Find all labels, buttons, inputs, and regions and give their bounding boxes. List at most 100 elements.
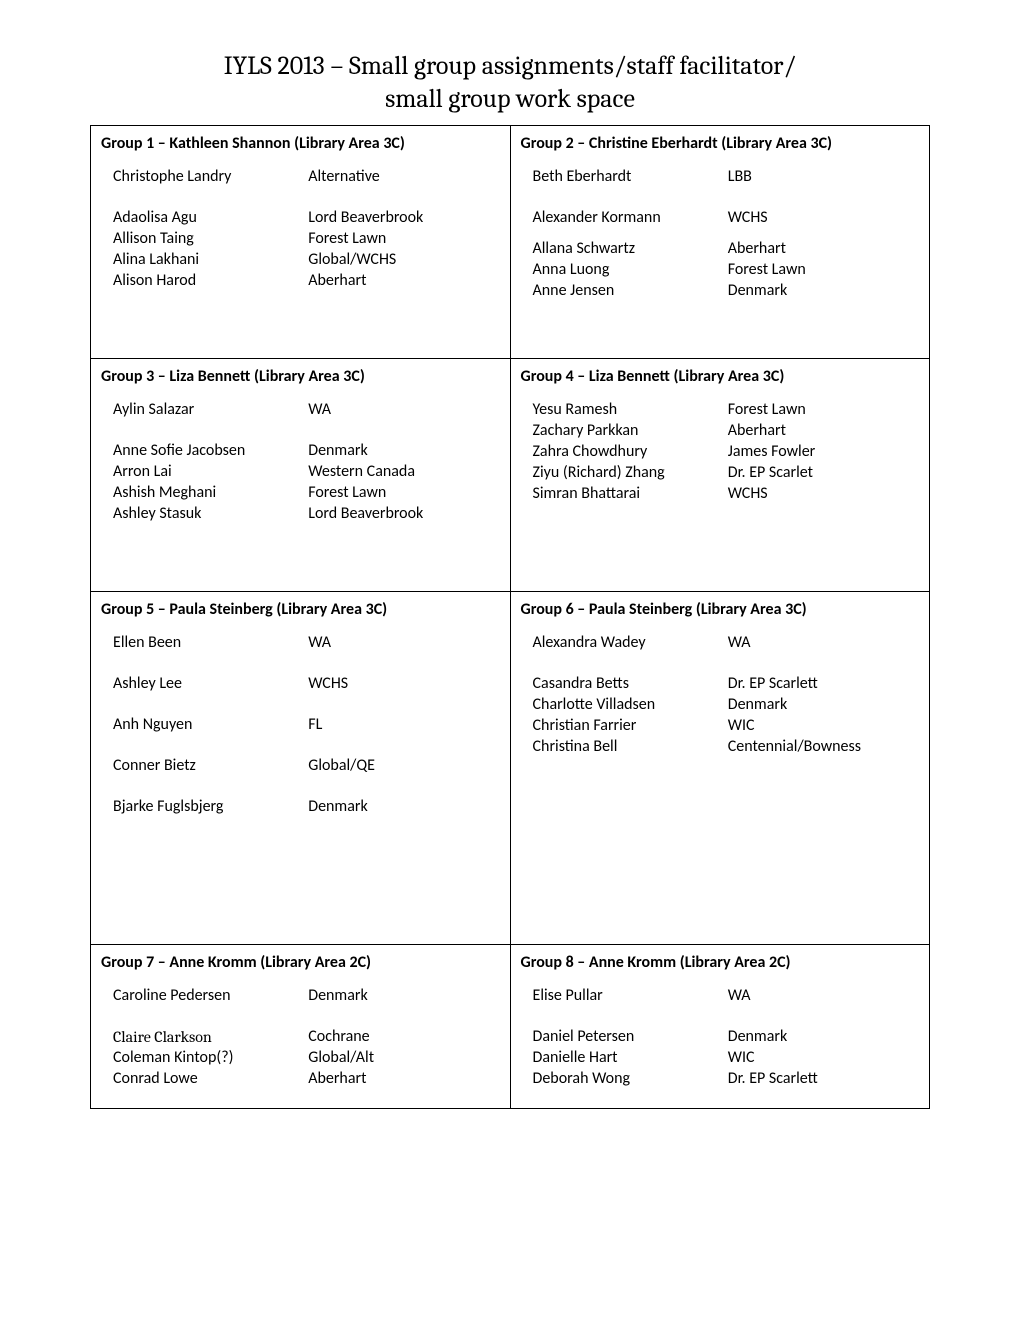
member-name: Ziyu (Richard) Zhang: [533, 463, 728, 484]
member-location: James Fowler: [728, 442, 919, 463]
member-name: Christina Bell: [533, 737, 728, 758]
member-name: Deborah Wong: [533, 1069, 728, 1090]
member-name: Daniel Petersen: [533, 1027, 728, 1048]
member-location: Denmark: [308, 441, 499, 462]
names-column: Christophe LandryAdaolisa AguAllison Tai…: [101, 167, 308, 292]
group-cell-1: Group 1 – Kathleen Shannon (Library Area…: [91, 126, 511, 359]
member-location: Aberhart: [308, 1069, 499, 1090]
member-name: Arron Lai: [113, 462, 308, 483]
member-location: Lord Beaverbrook: [308, 504, 499, 525]
member-name: Bjarke Fuglsbjerg: [113, 797, 308, 818]
locations-column: LBB WCHS AberhartForest LawnDenmark: [728, 167, 919, 302]
page-title: IYLS 2013 – Small group assignments/staf…: [90, 50, 930, 115]
member-location: WA: [308, 400, 499, 421]
members: Christophe LandryAdaolisa AguAllison Tai…: [101, 167, 500, 292]
member-location: Forest Lawn: [728, 400, 919, 421]
group-cell-8: Group 8 – Anne Kromm (Library Area 2C)El…: [510, 945, 930, 1109]
member-name: Allana Schwartz: [533, 239, 728, 260]
group-cell-5: Group 5 – Paula Steinberg (Library Area …: [91, 592, 511, 945]
locations-column: WADr. EP ScarlettDenmarkWICCentennial/Bo…: [728, 633, 919, 758]
member-name: Beth Eberhardt: [533, 167, 728, 188]
member-name: Conrad Lowe: [113, 1069, 308, 1090]
member-location: Aberhart: [728, 239, 919, 260]
member-location: Lord Beaverbrook: [308, 208, 499, 229]
member-location: Denmark: [728, 281, 919, 302]
member-location: Forest Lawn: [308, 229, 499, 250]
member-location: WA: [728, 986, 919, 1007]
member-name: Alexander Kormann: [533, 208, 728, 229]
members: Beth Eberhardt Alexander Kormann Allana Sc…: [521, 167, 920, 302]
group-header: Group 4 – Liza Bennett (Library Area 3C): [521, 363, 920, 400]
member-name: Anh Nguyen: [113, 715, 308, 736]
member-location: Forest Lawn: [308, 483, 499, 504]
member-location: WCHS: [728, 208, 919, 229]
member-location: Dr. EP Scarlett: [728, 1069, 919, 1090]
member-location: WA: [308, 633, 499, 654]
member-name: Charlotte Villadsen: [533, 695, 728, 716]
names-column: Elise Pullar Daniel PetersenDanielle Hart…: [521, 986, 728, 1090]
group-cell-6: Group 6 – Paula Steinberg (Library Area …: [510, 592, 930, 945]
member-location: WIC: [728, 1048, 919, 1069]
member-location: Global/WCHS: [308, 250, 499, 271]
member-name: Allison Taing: [113, 229, 308, 250]
group-cell-3: Group 3 – Liza Bennett (Library Area 3C)…: [91, 359, 511, 592]
member-name: Anne Sofie Jacobsen: [113, 441, 308, 462]
member-location: WCHS: [308, 674, 499, 695]
group-cell-2: Group 2 – Christine Eberhardt (Library A…: [510, 126, 930, 359]
member-name: Zachary Parkkan: [533, 421, 728, 442]
names-column: Caroline PedersenClaire ClarksonColeman …: [101, 986, 308, 1090]
member-location: Aberhart: [308, 271, 499, 292]
member-name: Anna Luong: [533, 260, 728, 281]
member-name: Adaolisa Agu: [113, 208, 308, 229]
member-location: Denmark: [728, 1027, 919, 1048]
group-header: Group 1 – Kathleen Shannon (Library Area…: [101, 130, 500, 167]
member-name: Ashley Stasuk: [113, 504, 308, 525]
group-header: Group 7 – Anne Kromm (Library Area 2C): [101, 949, 500, 986]
member-name: Ashley Lee: [113, 674, 308, 695]
names-column: Ellen BeenAshley LeeAnh NguyenConner Bie…: [101, 633, 308, 818]
member-name: Elise Pullar: [533, 986, 728, 1007]
groups-table: Group 1 – Kathleen Shannon (Library Area…: [90, 125, 930, 1109]
member-name: Yesu Ramesh: [533, 400, 728, 421]
locations-column: WA WCHS FL Global/QE Denmark: [308, 633, 499, 818]
members: Yesu RameshZachary ParkkanZahra Chowdhur…: [521, 400, 920, 505]
member-location: WIC: [728, 716, 919, 737]
names-column: Yesu RameshZachary ParkkanZahra Chowdhur…: [521, 400, 728, 505]
member-location: Forest Lawn: [728, 260, 919, 281]
member-name: Anne Jensen: [533, 281, 728, 302]
member-name: Claire Clarkson: [113, 1027, 308, 1048]
member-name: Caroline Pedersen: [113, 986, 308, 1007]
member-location: Centennial/Bowness: [728, 737, 919, 758]
names-column: Alexandra WadeyCasandra BettsCharlotte V…: [521, 633, 728, 758]
title-line-1: IYLS 2013 – Small group assignments/staf…: [224, 51, 796, 81]
members: Caroline PedersenClaire ClarksonColeman …: [101, 986, 500, 1090]
group-header: Group 5 – Paula Steinberg (Library Area …: [101, 596, 500, 633]
locations-column: WA DenmarkWestern CanadaForest LawnLord B…: [308, 400, 499, 525]
group-header: Group 2 – Christine Eberhardt (Library A…: [521, 130, 920, 167]
member-name: Danielle Hart: [533, 1048, 728, 1069]
member-location: Denmark: [308, 986, 499, 1007]
member-location: Alternative: [308, 167, 499, 188]
member-name: Alina Lakhani: [113, 250, 308, 271]
member-location: LBB: [728, 167, 919, 188]
member-location: Global/QE: [308, 756, 499, 777]
group-header: Group 6 – Paula Steinberg (Library Area …: [521, 596, 920, 633]
member-location: Denmark: [308, 797, 499, 818]
locations-column: Alternative Lord BeaverbrookForest LawnGl…: [308, 167, 499, 292]
member-name: Ashish Meghani: [113, 483, 308, 504]
group-header: Group 3 – Liza Bennett (Library Area 3C): [101, 363, 500, 400]
member-name: Ellen Been: [113, 633, 308, 654]
locations-column: Forest LawnAberhartJames FowlerDr. EP Sc…: [728, 400, 919, 505]
member-name: Simran Bhattarai: [533, 484, 728, 505]
member-location: Cochrane: [308, 1027, 499, 1048]
member-name: Zahra Chowdhury: [533, 442, 728, 463]
member-location: Global/Alt: [308, 1048, 499, 1069]
member-name: Casandra Betts: [533, 674, 728, 695]
members: Alexandra WadeyCasandra BettsCharlotte V…: [521, 633, 920, 758]
member-location: Western Canada: [308, 462, 499, 483]
member-location: WA: [728, 633, 919, 654]
page: IYLS 2013 – Small group assignments/staf…: [0, 0, 1020, 1320]
member-location: FL: [308, 715, 499, 736]
locations-column: WA DenmarkWICDr. EP Scarlett: [728, 986, 919, 1090]
members: Ellen BeenAshley LeeAnh NguyenConner Bie…: [101, 633, 500, 818]
